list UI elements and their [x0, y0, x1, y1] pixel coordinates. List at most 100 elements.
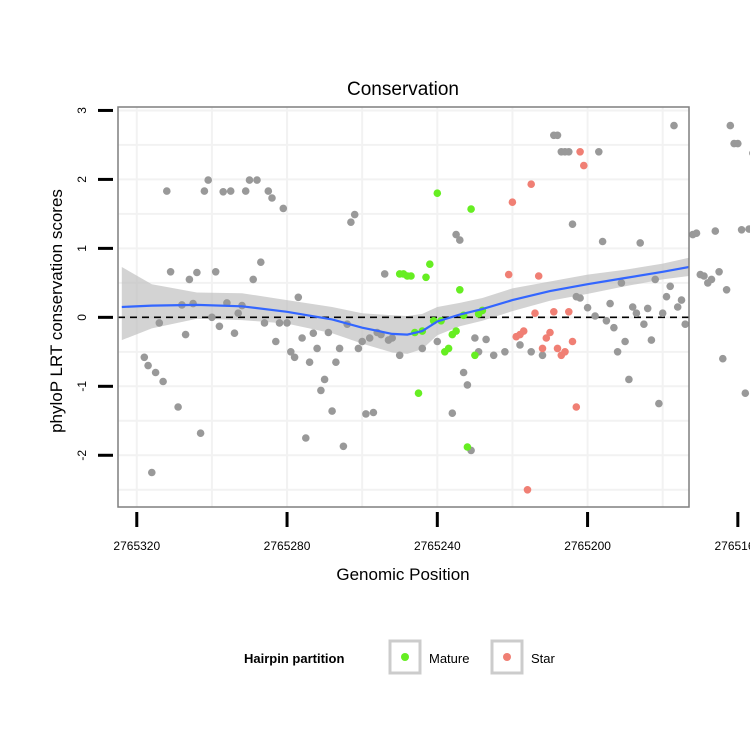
point-other [591, 312, 599, 320]
point-other [182, 331, 190, 339]
point-other [156, 319, 164, 327]
point-other [295, 294, 303, 302]
point-other [712, 227, 720, 235]
legend-marker-mature [401, 653, 409, 661]
point-other [663, 293, 671, 301]
point-mature [415, 389, 423, 397]
point-other [527, 348, 535, 356]
point-other [208, 314, 216, 322]
point-star [550, 308, 558, 316]
point-star [580, 162, 588, 170]
x-axis-label: Genomic Position [336, 565, 469, 584]
point-other [302, 434, 310, 442]
point-other [351, 211, 359, 219]
x-tick-label: 2765160 [714, 539, 750, 553]
point-other [340, 443, 348, 451]
point-mature [456, 286, 464, 294]
point-star [565, 308, 573, 316]
point-mature [471, 352, 479, 360]
point-other [306, 358, 314, 366]
chart-title: Conservation [347, 79, 459, 100]
point-other [201, 187, 209, 195]
point-star [573, 403, 581, 411]
point-other [219, 188, 227, 196]
point-other [227, 187, 235, 195]
x-tick-label: 2765320 [113, 539, 160, 553]
point-star [554, 345, 562, 353]
point-mature [452, 327, 460, 335]
point-star [561, 348, 569, 356]
point-other [189, 300, 197, 308]
point-other [482, 336, 490, 344]
point-other [501, 348, 509, 356]
point-other [328, 407, 336, 415]
point-other [606, 300, 614, 308]
point-other [460, 369, 468, 377]
point-other [738, 226, 746, 234]
point-other [745, 225, 750, 233]
point-other [234, 309, 242, 317]
point-other [554, 132, 562, 140]
point-other [610, 324, 618, 332]
point-star [527, 180, 535, 188]
point-mature [426, 260, 434, 268]
point-star [520, 327, 528, 335]
point-other [317, 387, 325, 395]
y-tick-label: 3 [75, 107, 89, 114]
point-other [204, 176, 212, 184]
point-other [141, 354, 149, 362]
point-other [644, 305, 652, 313]
point-other [283, 319, 291, 327]
point-other [734, 140, 742, 148]
point-other [325, 329, 333, 337]
point-star [576, 148, 584, 156]
point-other [633, 309, 641, 317]
legend-title: Hairpin partition [244, 651, 344, 666]
point-other [599, 238, 607, 246]
y-axis-label: phyloP LRT conservation scores [47, 189, 66, 433]
point-star [535, 272, 543, 280]
point-other [231, 329, 239, 337]
point-other [242, 187, 250, 195]
point-other [539, 352, 547, 360]
legend-label-star: Star [531, 651, 556, 666]
y-tick-label: 1 [75, 245, 89, 252]
x-tick-label: 2765240 [414, 539, 461, 553]
point-other [700, 272, 708, 280]
point-mature [467, 205, 475, 213]
point-other [565, 148, 573, 156]
point-other [197, 429, 205, 437]
point-other [280, 205, 288, 213]
legend-marker-star [503, 653, 511, 661]
point-other [291, 354, 299, 362]
point-other [434, 338, 442, 346]
point-other [670, 122, 678, 130]
point-other [310, 329, 318, 337]
point-other [332, 358, 340, 366]
point-other [216, 323, 224, 331]
point-other [742, 389, 750, 397]
point-other [381, 270, 389, 278]
y-tick-label: 2 [75, 176, 89, 183]
legend: Hairpin partition Mature Star [244, 641, 556, 673]
point-other [148, 469, 156, 477]
point-mature [422, 274, 430, 282]
point-star [505, 271, 513, 279]
loess-smooth-line [122, 247, 750, 335]
point-mature [464, 443, 472, 451]
y-tick-label: 0 [75, 314, 89, 321]
point-other [276, 319, 284, 327]
point-other [516, 341, 524, 349]
point-other [313, 345, 321, 353]
point-other [347, 218, 355, 226]
point-other [261, 319, 269, 327]
point-other [167, 268, 175, 276]
point-other [355, 345, 363, 353]
point-other [253, 176, 261, 184]
point-other [727, 122, 735, 130]
point-other [159, 378, 167, 386]
point-other [659, 309, 667, 317]
point-other [636, 239, 644, 247]
point-other [163, 187, 171, 195]
